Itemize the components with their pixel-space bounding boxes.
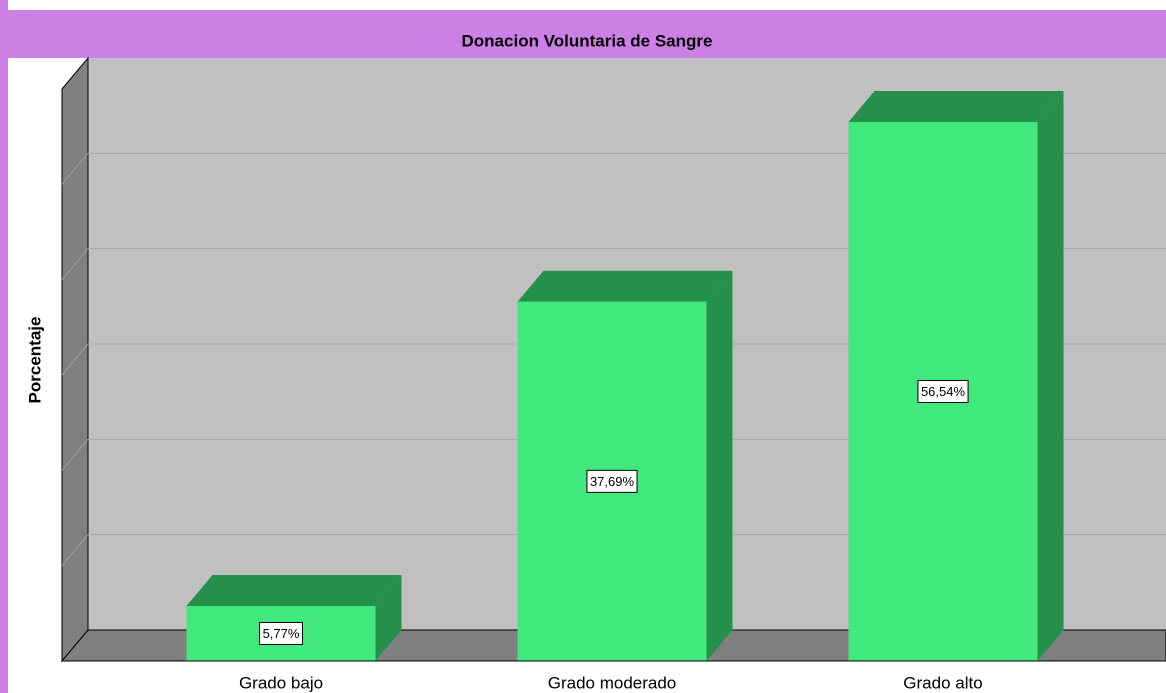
grid-line <box>61 439 89 471</box>
grid-line <box>61 153 89 185</box>
value-label-box <box>259 621 303 645</box>
grid-line <box>61 343 89 376</box>
title-bar <box>8 10 1166 58</box>
bar-top <box>186 574 402 606</box>
value-label: 56,54% <box>921 384 966 399</box>
bar-top <box>517 270 733 302</box>
left-border <box>0 0 8 693</box>
value-label-box <box>917 379 969 403</box>
x-tick-label: Grado moderado <box>548 673 677 692</box>
chart-title: Donacion Voluntaria de Sangre <box>462 31 713 50</box>
value-label: 5,77% <box>263 626 300 641</box>
bar-top <box>848 90 1064 122</box>
grid-line <box>61 248 89 280</box>
x-tick-label: Grado alto <box>903 673 982 692</box>
x-tick-label: Grado bajo <box>239 673 323 692</box>
y-axis-label: Porcentaje <box>25 317 44 404</box>
value-label-box <box>586 469 638 493</box>
bar-side <box>1037 90 1064 661</box>
bar-side <box>706 270 733 661</box>
value-label: 37,69% <box>590 474 635 489</box>
grid-line <box>61 534 89 566</box>
bar-side <box>375 574 402 661</box>
